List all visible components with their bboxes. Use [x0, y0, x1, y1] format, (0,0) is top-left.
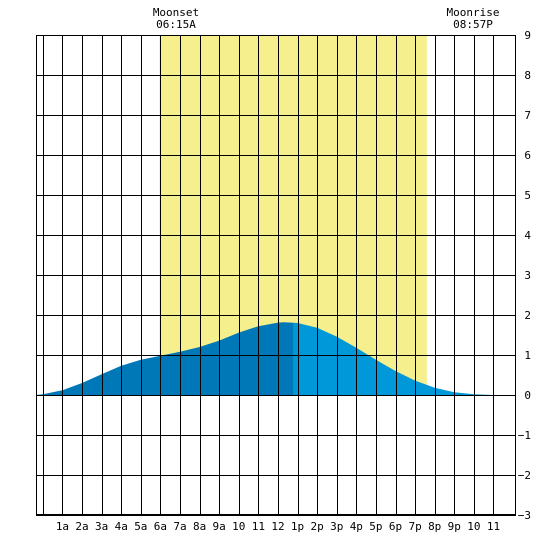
x-tick-label: 9p [448, 520, 461, 533]
x-tick-label: 6a [154, 520, 167, 533]
x-tick-label: 6p [389, 520, 402, 533]
x-tick-label: 5p [369, 520, 382, 533]
y-tick-label: 1 [524, 349, 531, 362]
moonset-time: 06:15A [156, 18, 196, 31]
x-tick-label: 5a [134, 520, 147, 533]
grid-layer [36, 35, 516, 516]
tide-area-falling-rising [36, 322, 294, 395]
tide-area-after-high [293, 322, 516, 395]
x-tick-label: 3a [95, 520, 108, 533]
x-tick-label: 9a [213, 520, 226, 533]
y-tick-label: 3 [524, 269, 531, 282]
x-tick-label: 11 [487, 520, 500, 533]
y-tick-label: 2 [524, 309, 531, 322]
x-tick-label: 11 [252, 520, 265, 533]
x-tick-label: 2a [75, 520, 88, 533]
x-tick-label: 10 [467, 520, 480, 533]
y-tick-label: −1 [518, 429, 531, 442]
x-tick-label: 10 [232, 520, 245, 533]
moonrise-time: 08:57P [453, 18, 493, 31]
x-tick-label: 7p [408, 520, 421, 533]
x-tick-label: 8p [428, 520, 441, 533]
x-tick-labels: 1a 2a 3a 4a 5a 6a 7a 8a 9a 10 11 12 1p 2p 3p 4p 5p 6p 7p 8p… [56, 520, 500, 533]
x-tick-label: 12 [271, 520, 284, 533]
y-tick-label: 4 [524, 229, 531, 242]
y-tick-label: 5 [524, 189, 531, 202]
x-tick-label: 8a [193, 520, 206, 533]
y-tick-labels: 9 8 7 6 5 4 3 2 1 0 −1 −2 −3 [518, 29, 532, 522]
moonset-label: Moonset [153, 6, 199, 19]
x-tick-label: 3p [330, 520, 343, 533]
y-tick-label: 7 [524, 109, 531, 122]
x-tick-label: 7a [173, 520, 186, 533]
y-tick-label: 0 [524, 389, 531, 402]
y-tick-label: 9 [524, 29, 531, 42]
y-tick-label: −2 [518, 469, 531, 482]
x-tick-label: 4a [115, 520, 128, 533]
y-tick-label: 6 [524, 149, 531, 162]
moonrise-label: Moonrise [447, 6, 500, 19]
x-tick-label: 4p [350, 520, 363, 533]
x-tick-label: 1p [291, 520, 304, 533]
x-tick-label: 2p [311, 520, 324, 533]
y-tick-label: 8 [524, 69, 531, 82]
x-tick-label: 1a [56, 520, 69, 533]
tide-area-layer [36, 322, 516, 395]
y-tick-label: −3 [518, 509, 531, 522]
